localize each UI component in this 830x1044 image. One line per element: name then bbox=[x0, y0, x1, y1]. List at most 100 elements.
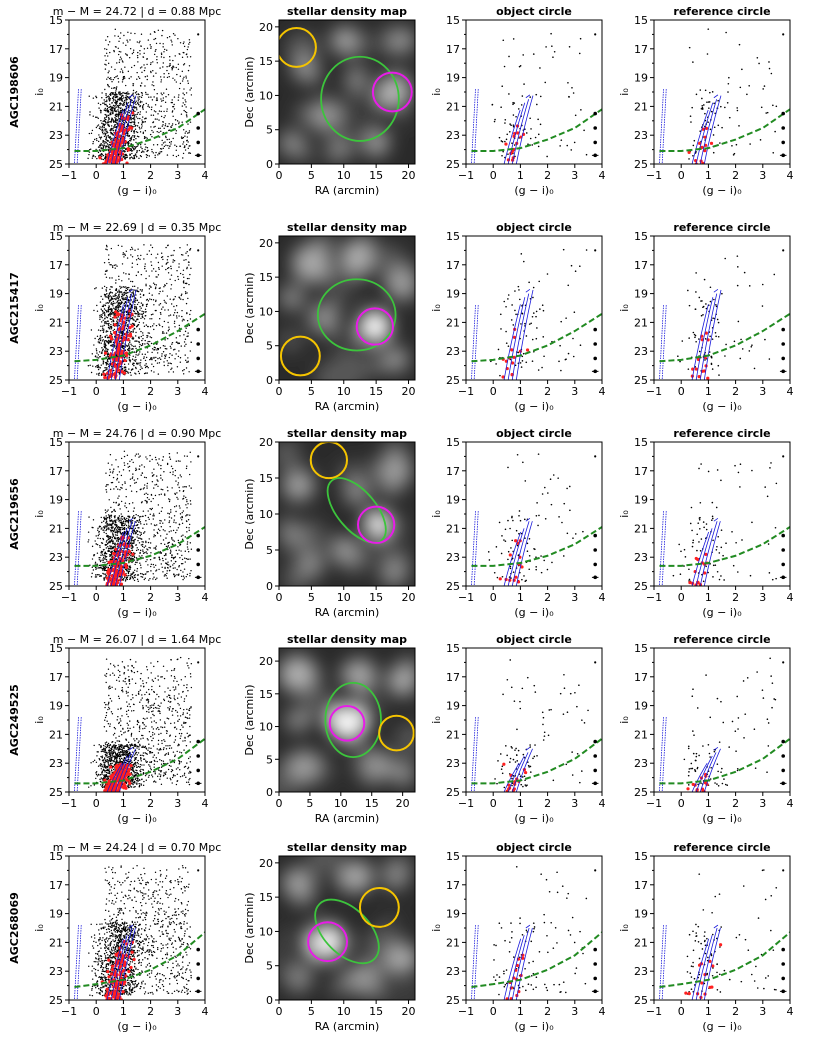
star bbox=[531, 360, 534, 362]
star bbox=[700, 108, 703, 110]
star bbox=[123, 99, 126, 102]
star bbox=[146, 147, 149, 149]
star bbox=[525, 335, 528, 337]
star bbox=[165, 562, 167, 564]
star bbox=[510, 319, 513, 321]
star bbox=[120, 32, 122, 34]
star bbox=[155, 257, 157, 259]
star bbox=[136, 263, 139, 266]
star bbox=[127, 349, 129, 351]
star bbox=[107, 527, 110, 529]
star bbox=[138, 328, 141, 330]
star bbox=[149, 513, 152, 515]
star bbox=[129, 149, 132, 152]
star bbox=[140, 155, 142, 158]
star bbox=[122, 155, 125, 158]
star bbox=[132, 51, 135, 54]
star bbox=[151, 458, 153, 461]
star bbox=[107, 148, 109, 150]
star bbox=[135, 137, 137, 140]
star bbox=[511, 304, 513, 306]
star bbox=[172, 259, 175, 261]
x-tick-label: 3 bbox=[174, 169, 181, 182]
star bbox=[499, 313, 502, 316]
star bbox=[121, 280, 123, 282]
star bbox=[118, 50, 120, 53]
star bbox=[103, 354, 106, 357]
star bbox=[101, 349, 104, 352]
star bbox=[140, 533, 143, 536]
star bbox=[170, 560, 173, 562]
star bbox=[128, 135, 130, 137]
star bbox=[100, 342, 102, 344]
star bbox=[178, 350, 180, 352]
star bbox=[113, 49, 115, 52]
star bbox=[95, 348, 98, 350]
star bbox=[190, 309, 192, 312]
star bbox=[164, 309, 166, 311]
star bbox=[186, 455, 188, 457]
star bbox=[568, 45, 571, 48]
star bbox=[113, 501, 115, 504]
star bbox=[117, 306, 120, 308]
star bbox=[116, 300, 119, 303]
star bbox=[96, 310, 99, 312]
star bbox=[106, 96, 108, 98]
star bbox=[118, 107, 120, 109]
star bbox=[157, 348, 160, 350]
y-tick-label: 25 bbox=[634, 158, 648, 171]
blue-branch bbox=[659, 89, 667, 164]
star bbox=[96, 356, 98, 358]
star bbox=[736, 109, 739, 112]
star bbox=[520, 104, 523, 106]
star bbox=[132, 502, 134, 504]
star bbox=[135, 274, 138, 277]
star bbox=[115, 308, 118, 310]
star bbox=[127, 305, 129, 307]
star bbox=[143, 356, 145, 358]
star bbox=[107, 62, 110, 65]
star bbox=[737, 320, 740, 323]
star bbox=[132, 473, 134, 475]
member-star bbox=[128, 325, 132, 330]
star bbox=[113, 346, 116, 348]
star bbox=[99, 150, 102, 152]
y-axis-label: i₀ bbox=[618, 304, 631, 312]
star bbox=[152, 578, 154, 580]
star bbox=[170, 254, 172, 257]
star bbox=[133, 285, 136, 288]
star bbox=[114, 129, 117, 131]
star bbox=[102, 102, 104, 104]
star bbox=[180, 113, 183, 115]
star bbox=[176, 452, 178, 454]
star bbox=[104, 315, 106, 317]
star bbox=[97, 124, 100, 126]
star bbox=[90, 329, 93, 331]
star bbox=[115, 264, 117, 266]
star bbox=[103, 517, 106, 520]
star bbox=[137, 122, 140, 124]
star bbox=[162, 571, 164, 573]
star bbox=[141, 344, 144, 346]
star bbox=[138, 346, 141, 348]
star bbox=[170, 288, 172, 290]
star bbox=[713, 102, 715, 105]
star bbox=[130, 305, 133, 307]
y-tick-label: 17 bbox=[634, 259, 648, 272]
star bbox=[521, 95, 524, 97]
star bbox=[121, 524, 123, 527]
star bbox=[107, 120, 109, 122]
star bbox=[110, 344, 112, 347]
star bbox=[164, 543, 166, 546]
star bbox=[134, 312, 136, 315]
star bbox=[515, 115, 517, 118]
star bbox=[175, 130, 178, 132]
star bbox=[136, 41, 139, 43]
star bbox=[543, 355, 545, 358]
x-tick-label: −1 bbox=[458, 169, 474, 182]
member-star bbox=[125, 161, 129, 164]
star bbox=[135, 306, 137, 308]
star bbox=[546, 155, 548, 158]
member-star bbox=[125, 353, 129, 357]
star bbox=[134, 289, 136, 291]
